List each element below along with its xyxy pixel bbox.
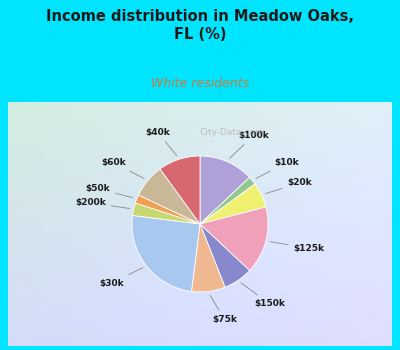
Text: White residents: White residents (151, 77, 249, 90)
Text: City-Data.com: City-Data.com (200, 128, 265, 137)
Text: $150k: $150k (241, 283, 285, 308)
Wedge shape (200, 177, 255, 224)
Wedge shape (132, 203, 200, 224)
Text: $200k: $200k (75, 198, 130, 209)
Text: $75k: $75k (210, 295, 237, 324)
Text: $30k: $30k (99, 268, 143, 288)
Wedge shape (200, 156, 250, 224)
Wedge shape (135, 195, 200, 224)
Wedge shape (200, 184, 266, 224)
Text: $10k: $10k (256, 158, 299, 178)
Wedge shape (192, 224, 225, 292)
Text: $50k: $50k (86, 184, 133, 198)
Text: Income distribution in Meadow Oaks,
FL (%): Income distribution in Meadow Oaks, FL (… (46, 9, 354, 42)
Wedge shape (200, 224, 250, 287)
Text: $125k: $125k (270, 242, 324, 252)
Wedge shape (132, 216, 200, 292)
Wedge shape (160, 156, 200, 224)
Text: $40k: $40k (146, 128, 177, 156)
Text: $100k: $100k (230, 131, 269, 159)
Text: $20k: $20k (266, 178, 312, 194)
Wedge shape (138, 169, 200, 224)
Wedge shape (200, 207, 268, 271)
Text: $60k: $60k (101, 158, 144, 178)
